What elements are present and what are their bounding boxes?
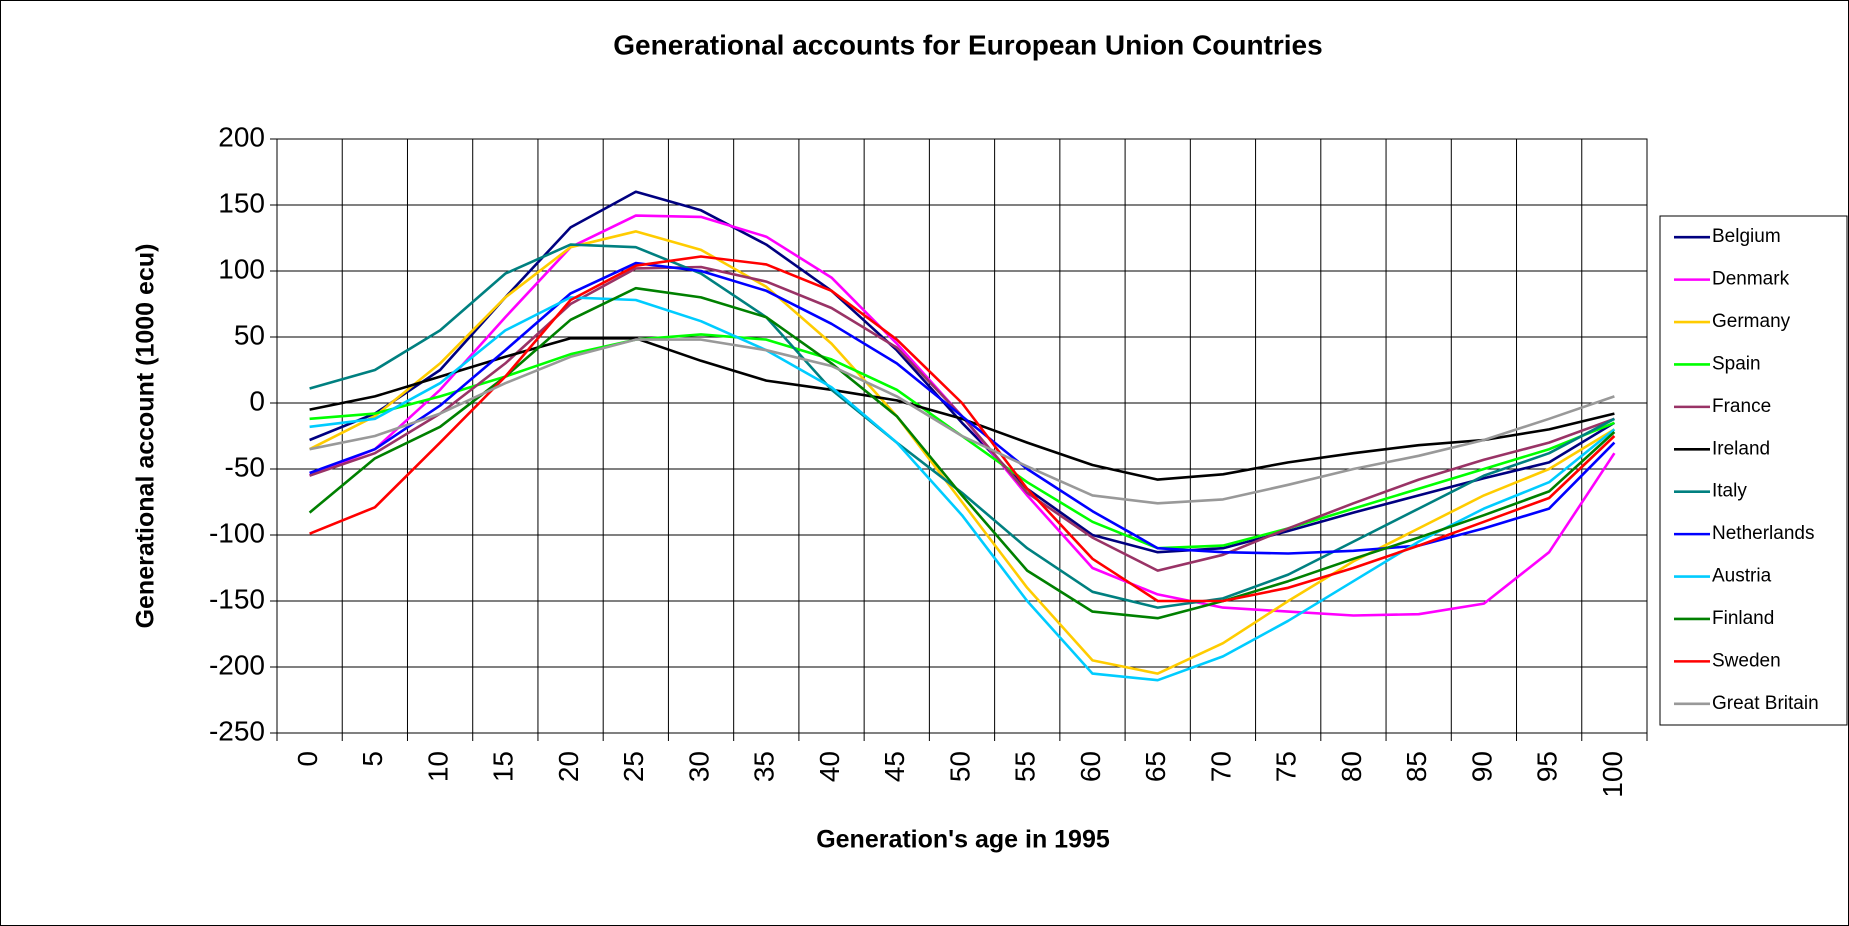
series-line — [309, 230, 1616, 675]
series-line — [309, 296, 1616, 682]
y-tick-label: 0 — [249, 385, 265, 416]
series-line — [309, 243, 1616, 609]
y-tick-label: -150 — [209, 583, 265, 614]
legend-text: Sweden — [1712, 650, 1781, 671]
y-tick-label: -250 — [209, 715, 265, 746]
legend-text: Netherlands — [1712, 523, 1814, 544]
series-line — [309, 255, 1616, 603]
plot-border — [276, 138, 1648, 734]
y-tick-label: 100 — [218, 253, 265, 284]
x-tick-label: 100 — [1597, 751, 1628, 798]
legend-text: Austria — [1712, 566, 1772, 587]
legend-text: France — [1712, 396, 1771, 417]
x-tick-label: 10 — [422, 751, 453, 782]
legend-text: Finland — [1712, 608, 1774, 629]
x-tick-label: 90 — [1466, 751, 1497, 782]
series-line — [309, 190, 1616, 554]
legend-text: Italy — [1712, 481, 1747, 502]
x-tick-label: 60 — [1075, 751, 1106, 782]
y-tick-label: 200 — [218, 121, 265, 152]
x-tick-label: 80 — [1336, 751, 1367, 782]
x-tick-label: 55 — [1010, 751, 1041, 782]
series-line — [309, 261, 1616, 555]
y-tick-label: -100 — [209, 517, 265, 548]
legend-text: Great Britain — [1712, 693, 1819, 714]
legend-box — [1659, 215, 1848, 726]
x-tick-label: 5 — [357, 751, 388, 767]
y-tick-label: 150 — [218, 187, 265, 218]
x-tick-label: 0 — [292, 751, 323, 767]
legend-text: Belgium — [1712, 226, 1781, 247]
y-tick-label: 50 — [234, 319, 265, 350]
x-tick-label: 40 — [814, 751, 845, 782]
x-tick-label: 30 — [683, 751, 714, 782]
x-tick-label: 20 — [553, 751, 584, 782]
legend-text: Spain — [1712, 353, 1761, 374]
x-tick-label: 95 — [1532, 751, 1563, 782]
legend-text: Ireland — [1712, 438, 1770, 459]
x-tick-label: 45 — [879, 751, 910, 782]
y-tick-label: -50 — [225, 451, 265, 482]
y-axis-label: Generational account (1000 ecu) — [132, 244, 160, 629]
x-tick-label: 85 — [1401, 751, 1432, 782]
legend-text: Germany — [1712, 311, 1791, 332]
series-line — [308, 286, 1616, 620]
series-line — [309, 338, 1615, 505]
x-tick-label: 35 — [749, 751, 780, 782]
legend-text: Denmark — [1712, 269, 1790, 290]
y-tick-label: -200 — [209, 649, 265, 680]
x-tick-label: 75 — [1271, 751, 1302, 782]
x-tick-label: 25 — [618, 751, 649, 782]
x-tick-label: 50 — [944, 751, 975, 782]
x-tick-label: 70 — [1205, 751, 1236, 782]
chart-title: Generational accounts for European Union… — [613, 29, 1322, 60]
x-tick-label: 65 — [1140, 751, 1171, 782]
x-axis-label: Generation's age in 1995 — [816, 826, 1110, 854]
x-tick-label: 15 — [488, 751, 519, 782]
